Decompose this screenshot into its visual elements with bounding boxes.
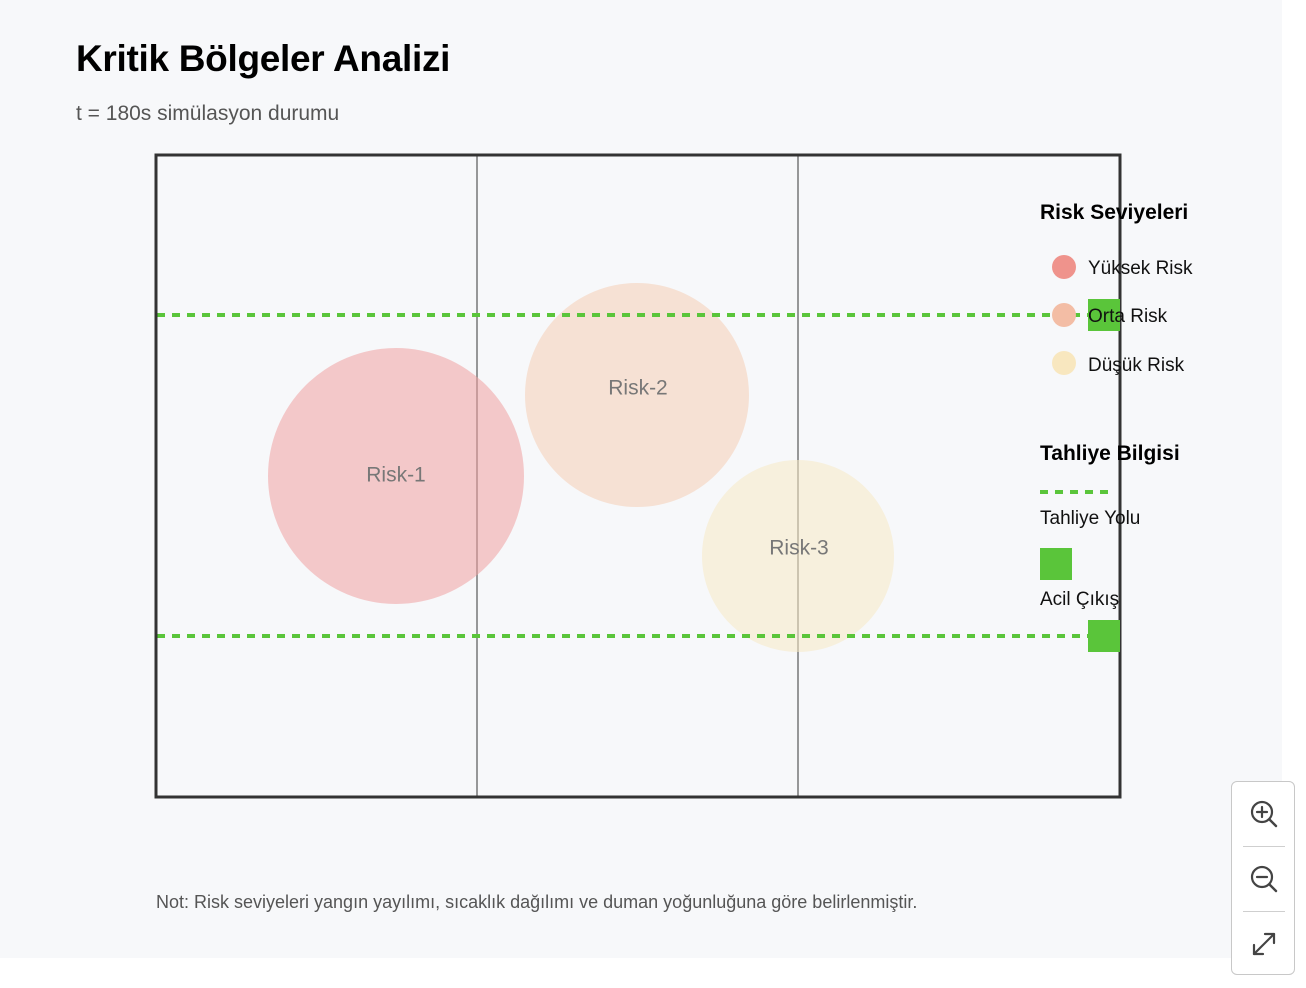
legend-exit-label: Acil Çıkış (1040, 589, 1119, 610)
legend-medium-risk-swatch (1052, 303, 1076, 327)
zoom-out-button[interactable] (1232, 847, 1296, 911)
zoom-divider-2 (1243, 911, 1285, 912)
risk-zone-1 (268, 348, 524, 604)
legend-high-risk-swatch (1052, 255, 1076, 279)
zoom-divider-1 (1243, 846, 1285, 847)
zoom-out-icon (1250, 865, 1278, 893)
risk-zone-3-label: Risk-3 (769, 537, 829, 560)
legend-risk-title: Risk Seviyeleri (1040, 201, 1188, 224)
zoom-in-button[interactable] (1232, 782, 1296, 846)
page-subtitle: t = 180s simülasyon durumu (76, 102, 340, 125)
zoom-controls (1231, 781, 1295, 975)
diagram-canvas: Kritik Bölgeler Analizi t = 180s simülas… (76, 38, 1194, 912)
legend-evac-path-label: Tahliye Yolu (1040, 508, 1140, 529)
fit-view-button[interactable] (1232, 912, 1296, 976)
risk-zone-2-label: Risk-2 (608, 377, 668, 400)
legend-high-risk-label: Yüksek Risk (1088, 258, 1193, 279)
emergency-exit-top (1088, 299, 1120, 331)
legend-low-risk-swatch (1052, 351, 1076, 375)
expand-icon (1252, 932, 1276, 956)
floor-plan-diagram: Risk-1 Risk-2 Risk-3 Risk Seviyeleri Yük… (154, 153, 1193, 799)
legend-evac-title: Tahliye Bilgisi (1040, 442, 1180, 465)
risk-zone-3 (702, 460, 894, 652)
legend-exit-swatch (1040, 548, 1072, 580)
legend-low-risk-label: Düşük Risk (1088, 355, 1185, 376)
risk-zone-1-label: Risk-1 (366, 464, 426, 487)
risk-zone-2 (525, 283, 749, 507)
legend-medium-risk-label: Orta Risk (1088, 306, 1168, 327)
footnote: Not: Risk seviyeleri yangın yayılımı, sı… (156, 892, 918, 912)
zoom-in-icon (1250, 800, 1278, 828)
building-outline (154, 153, 1122, 799)
emergency-exit-bottom (1088, 620, 1120, 652)
page-title: Kritik Bölgeler Analizi (76, 38, 451, 79)
